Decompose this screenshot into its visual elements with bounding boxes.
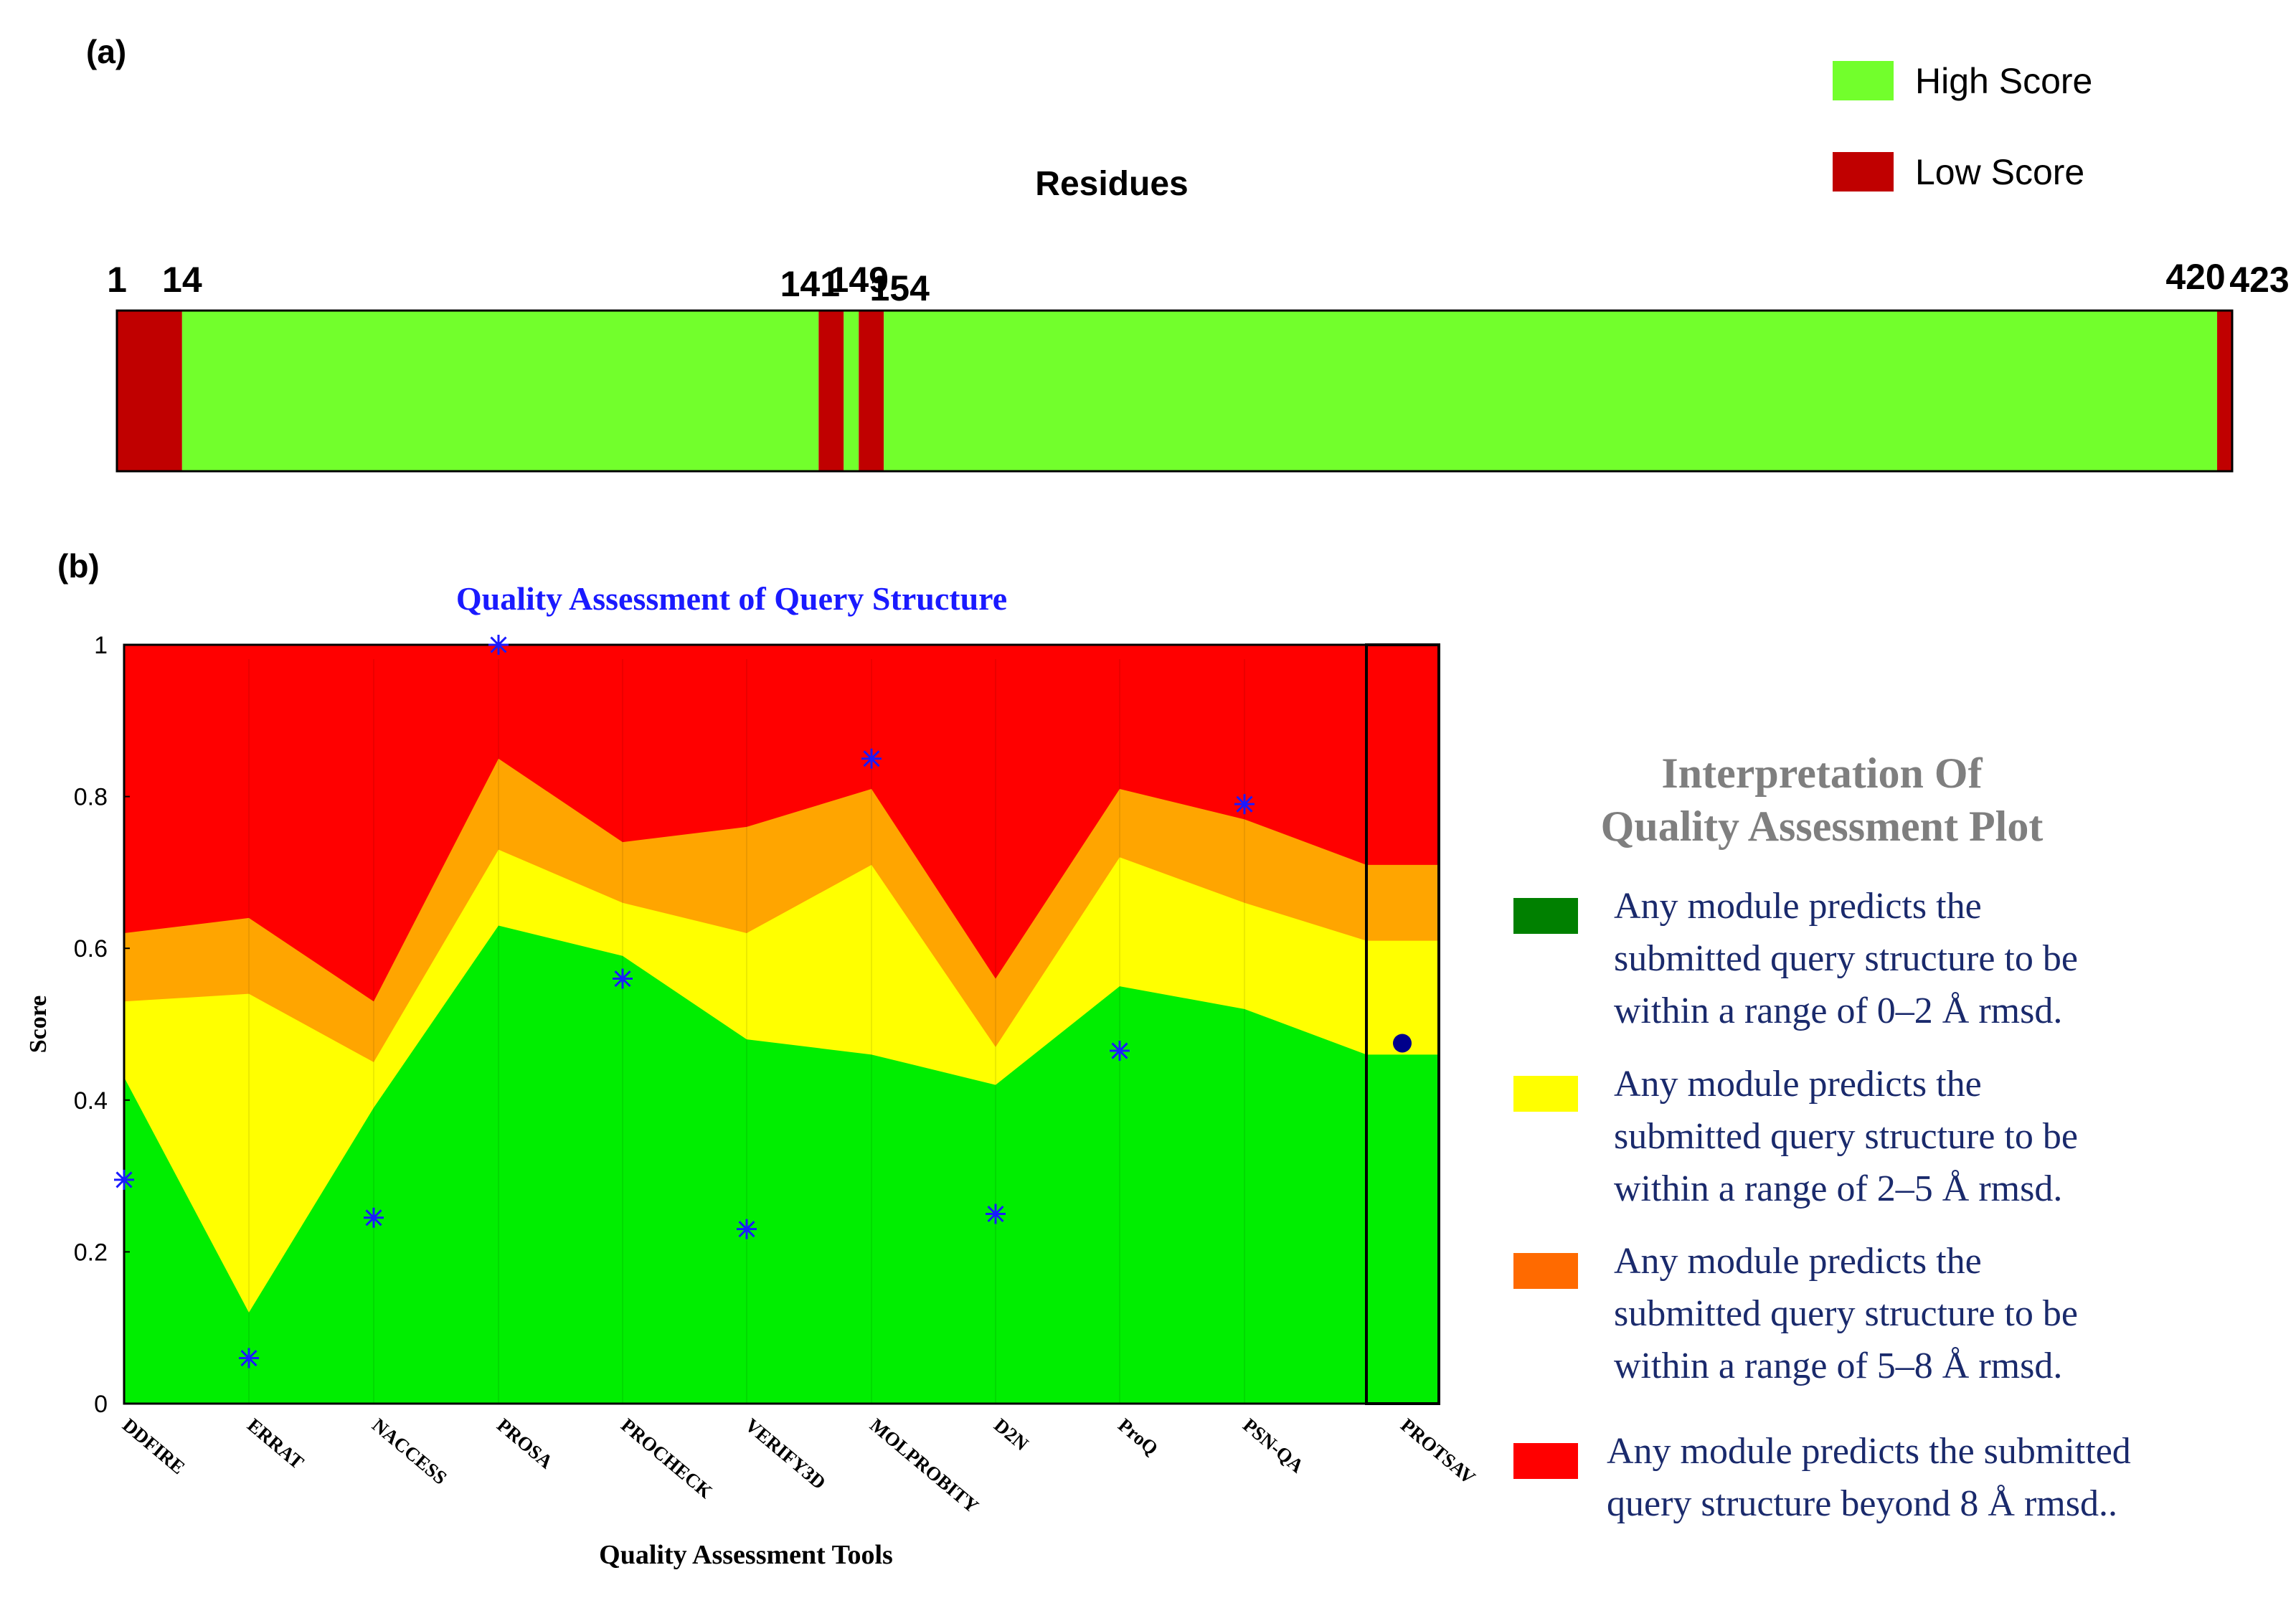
residue-tick-423: 423 [2229, 260, 2289, 300]
y-tick-2: 0.4 [74, 1087, 108, 1115]
x-tick-verify3d: VERIFY3D [741, 1414, 830, 1494]
legend-text-4-1: Any module predicts the submitted [1607, 1431, 2131, 1472]
marker-proq [1110, 1041, 1130, 1062]
x-tick-naccess: NACCESS [368, 1414, 451, 1489]
legend-text-3-1: Any module predicts the [1614, 1241, 1982, 1282]
residue-bar [115, 309, 2234, 473]
y-axis-label: Score [25, 996, 52, 1054]
legend-text-1-2: submitted query structure to be [1614, 938, 2078, 979]
interpretation-title-line1: Interpretation Of [1661, 750, 1983, 797]
marker-d2n [986, 1204, 1006, 1224]
x-tick-molprobity: MOLPROBITY [866, 1414, 983, 1518]
x-tick-proq: ProQ [1114, 1414, 1162, 1460]
y-tick-4: 0.8 [74, 784, 108, 811]
y-tick-3: 0.6 [74, 935, 108, 963]
x-tick-protsav: PROTSAV [1397, 1414, 1480, 1489]
legend-swatch-high [1833, 61, 1894, 100]
score-markers [114, 635, 1412, 1368]
residue-segment-2 [181, 311, 819, 471]
legend-text-3-2: submitted query structure to be [1614, 1293, 2078, 1334]
marker-molprobity [861, 748, 882, 769]
marker-procheck [613, 968, 633, 989]
x-axis-label: Quality Assessment Tools [599, 1540, 893, 1570]
protsav-frame [1365, 643, 1440, 1405]
residue-tick-154: 154 [869, 268, 930, 308]
legend-text-2-3: within a range of 2–5 Å rmsd. [1614, 1168, 2062, 1209]
band-1 [124, 925, 1439, 1404]
marker-naccess [364, 1207, 384, 1228]
interpretation-title-line2: Quality Assessment Plot [1601, 803, 2044, 850]
y-axis-ticks: 0 0.2 0.4 0.6 0.8 1 [74, 632, 130, 1418]
legend-text-1-3: within a range of 0–2 Å rmsd. [1614, 991, 2062, 1031]
legend-text-4-2: query structure beyond 8 Å rmsd.. [1607, 1483, 2117, 1524]
legend-swatch-low [1833, 152, 1894, 192]
chart-title: Quality Assessment of Query Structure [456, 580, 1007, 617]
y-tick-5: 1 [94, 632, 108, 659]
panel-b-label: (b) [57, 547, 100, 585]
legend-swatch-4 [1513, 1443, 1578, 1479]
residues-title: Residues [1035, 165, 1188, 203]
legend-text-2-1: Any module predicts the [1614, 1064, 1982, 1105]
x-tick-d2n: D2N [990, 1414, 1033, 1455]
x-tick-psn-qa: PSN-QA [1239, 1414, 1308, 1478]
marker-errat [239, 1348, 259, 1368]
x-tick-errat: ERRAT [243, 1414, 308, 1473]
chart-bands [124, 645, 1439, 1404]
residue-tick-141: 141 [780, 264, 840, 304]
score-legend: High Score Low Score [1833, 61, 2092, 192]
residue-tick-420: 420 [2165, 257, 2225, 297]
legend-label-low: Low Score [1915, 152, 2084, 192]
x-tick-prosa: PROSA [493, 1414, 557, 1473]
residue-segment-5 [859, 311, 884, 471]
legend-text-1-1: Any module predicts the [1614, 886, 1982, 927]
y-tick-1: 0.2 [74, 1239, 108, 1266]
legend-swatch-1 [1513, 898, 1578, 934]
x-tick-procheck: PROCHECK [617, 1414, 717, 1503]
residue-segment-4 [844, 311, 859, 471]
legend-swatch-2 [1513, 1076, 1578, 1112]
residue-segment-7 [2217, 311, 2232, 471]
marker-protsav [1393, 1034, 1412, 1053]
residue-segment-1 [117, 311, 182, 471]
x-tick-ddfire: DDFIRE [118, 1414, 189, 1479]
marker-verify3d [737, 1219, 757, 1239]
legend-label-high: High Score [1915, 61, 2092, 101]
residue-tick-1: 1 [107, 260, 127, 300]
x-axis-ticks: DDFIRE ERRAT NACCESS PROSA PROCHECK VERIFY3D M… [118, 1414, 1480, 1518]
residue-tick-149: 149 [829, 260, 889, 300]
residue-bar-outline [115, 309, 2234, 473]
residue-tick-14: 14 [162, 260, 202, 300]
marker-prosa [488, 635, 509, 655]
y-tick-0: 0 [94, 1391, 108, 1418]
marker-ddfire [114, 1169, 134, 1190]
interpretation-legend: Any module predicts the submitted query s… [1513, 886, 2131, 1524]
legend-text-2-2: submitted query structure to be [1614, 1116, 2078, 1157]
legend-text-3-3: within a range of 5–8 Å rmsd. [1614, 1346, 2062, 1386]
residue-segment-3 [818, 311, 844, 471]
marker-psn-qa [1234, 794, 1255, 815]
chart-gridlines [248, 659, 1245, 1404]
legend-swatch-3 [1513, 1253, 1578, 1289]
panel-a-label: (a) [86, 33, 126, 70]
residue-segment-6 [884, 311, 2218, 471]
